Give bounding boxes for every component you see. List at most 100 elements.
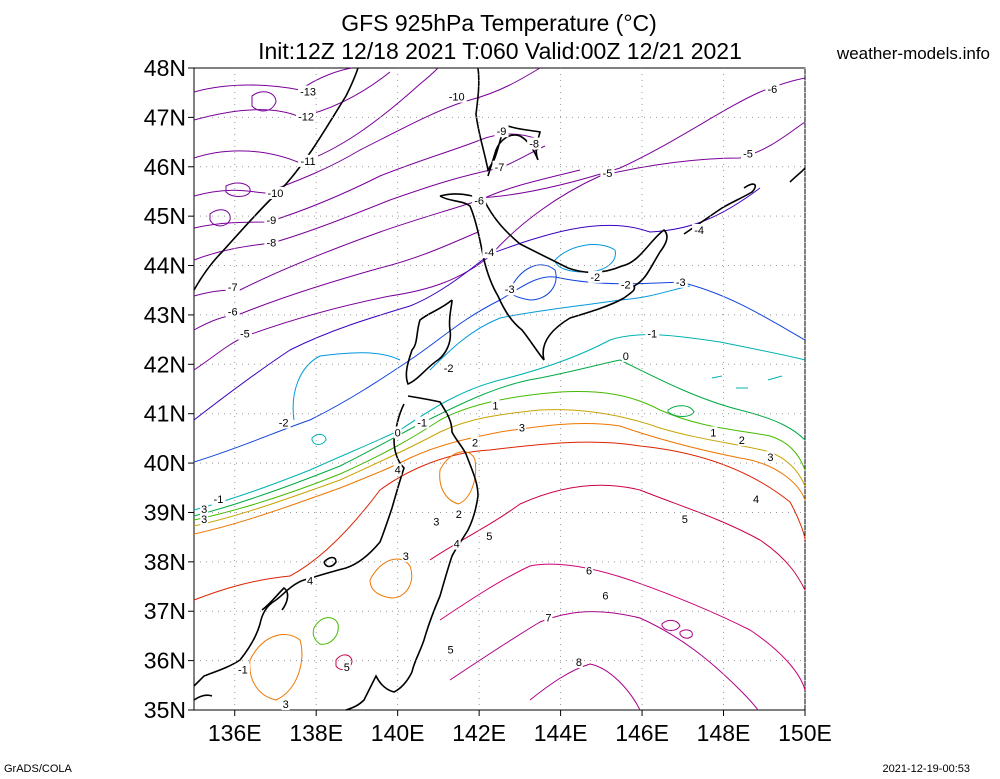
contour-label-bg <box>492 160 507 173</box>
contour-label-bg <box>765 83 780 96</box>
contour-label: -5 <box>743 148 753 160</box>
contour-label-bg <box>298 154 319 167</box>
contour-label-bg <box>472 194 487 207</box>
contour-label-bg <box>446 643 455 656</box>
contour-label-bg <box>200 502 209 515</box>
contour-label-bg <box>296 110 317 123</box>
contour-label-bg <box>264 214 279 227</box>
longitude-labels: 136E 138E 140E 142E 144E 146E 148E 150E <box>208 720 832 746</box>
contour-label: -3 <box>676 277 686 289</box>
contour-label: -2 <box>621 279 631 291</box>
isotherm-minus3-loop <box>509 264 557 301</box>
isotherm-minus2 <box>292 352 401 421</box>
contour-label: 3 <box>201 504 207 516</box>
contour-label-bg <box>415 416 430 429</box>
coast-kyushu-tip <box>193 694 213 701</box>
warm-cell-chubu <box>249 634 303 701</box>
contour-label-bg <box>432 515 441 528</box>
latitude-label: 45N <box>144 203 186 229</box>
contour-label: -6 <box>474 195 484 207</box>
isotherm-minus10 <box>193 67 541 197</box>
longitude-label: 146E <box>615 720 669 746</box>
contour-label: 6 <box>602 590 608 602</box>
contour-label-bg <box>544 611 553 624</box>
coastlines <box>193 67 806 711</box>
contour-label-bg <box>601 589 610 602</box>
isotherm-plus7 <box>449 611 759 711</box>
latitude-label: 42N <box>144 351 186 377</box>
latitude-label: 47N <box>144 104 186 130</box>
cyan-dash-3 <box>767 375 783 381</box>
isotherm-minus2-east <box>429 285 691 371</box>
coast-honshu-north <box>407 395 479 673</box>
cyan-dash-1 <box>711 375 723 379</box>
latitude-labels: 35N 36N 37N 38N 39N 40N 41N 42N 43N 44N 45N 46N 47N 4… <box>144 55 186 723</box>
coast-noto <box>261 586 289 611</box>
green-blob-pacific <box>667 405 695 417</box>
isotherm-minus9 <box>193 133 541 229</box>
contour-label-bg <box>585 564 594 577</box>
contour-label-bg <box>491 399 500 412</box>
contour-label-bg <box>517 421 526 434</box>
latitude-label: 36N <box>144 648 186 674</box>
isotherm-minus8 <box>193 145 546 261</box>
contour-label-bg <box>281 698 290 711</box>
isotherm-minus6-west <box>193 231 479 331</box>
contour-label: -4 <box>484 247 494 259</box>
coast-sakhalin <box>475 67 541 177</box>
contour-label: -6 <box>768 84 778 96</box>
warm-cell-tohoku <box>439 451 477 505</box>
isotherm-plus1 <box>193 391 806 521</box>
contour-label: -1 <box>647 329 657 341</box>
latitude-label: 41N <box>144 401 186 427</box>
isotherm-minus5 <box>193 121 806 371</box>
contour-label: -4 <box>694 225 704 237</box>
generation-timestamp: 2021-12-19-00:53 <box>882 763 970 775</box>
contour-label: -2 <box>590 272 600 284</box>
isotherm-plus2 <box>193 409 806 527</box>
contour-label: 5 <box>486 531 492 543</box>
contour-label-bg <box>482 246 497 259</box>
longitude-label: 142E <box>452 720 506 746</box>
contour-label: 4 <box>395 464 401 476</box>
contour-label: -9 <box>267 215 277 227</box>
contour-label: 0 <box>395 427 401 439</box>
contour-label-bg <box>645 327 660 340</box>
magenta-loop-2 <box>679 629 693 639</box>
chart-subtitle: Init:12Z 12/18 2021 T:060 Valid:00Z 12/2… <box>258 38 742 64</box>
contour-label-bg <box>692 223 707 236</box>
contour-label-bg <box>393 463 402 476</box>
contour-label-bg <box>574 656 583 669</box>
contour-label-bg <box>740 147 755 160</box>
contour-label: 2 <box>739 435 745 447</box>
isotherm-zero <box>193 359 806 517</box>
site-credit: weather-models.info <box>836 44 990 63</box>
isotherm-plus8 <box>529 663 641 711</box>
contour-label-bg <box>298 85 319 98</box>
contour-label: 3 <box>201 514 207 526</box>
cold-cell-primorye <box>209 209 231 227</box>
warm-cell-izu <box>335 654 353 670</box>
longitude-label: 136E <box>208 720 262 746</box>
contour-label: 4 <box>753 494 759 506</box>
contour-label: 1 <box>710 427 716 439</box>
contour-label-bg <box>441 362 456 375</box>
coast-sado <box>323 556 337 568</box>
contour-label-bg <box>680 512 689 525</box>
contour-label-bg <box>588 270 603 283</box>
isotherm-minus2-loop <box>554 244 616 273</box>
isotherm-minus6-east <box>477 77 806 199</box>
coast-hokkaido <box>405 193 668 386</box>
axis-ticks <box>188 67 806 716</box>
contour-label-bg <box>401 549 410 562</box>
contour-label-bg <box>237 327 252 340</box>
contour-label: 3 <box>403 551 409 563</box>
contour-label: 5 <box>448 645 454 657</box>
cold-cell-primorye2 <box>225 182 251 197</box>
chart-title: GFS 925hPa Temperature (°C) <box>341 10 657 36</box>
contour-label-bg <box>709 426 718 439</box>
warm-cell-kanto <box>369 558 413 599</box>
contour-label-bg <box>265 186 286 199</box>
isotherm-plus6 <box>439 563 806 691</box>
